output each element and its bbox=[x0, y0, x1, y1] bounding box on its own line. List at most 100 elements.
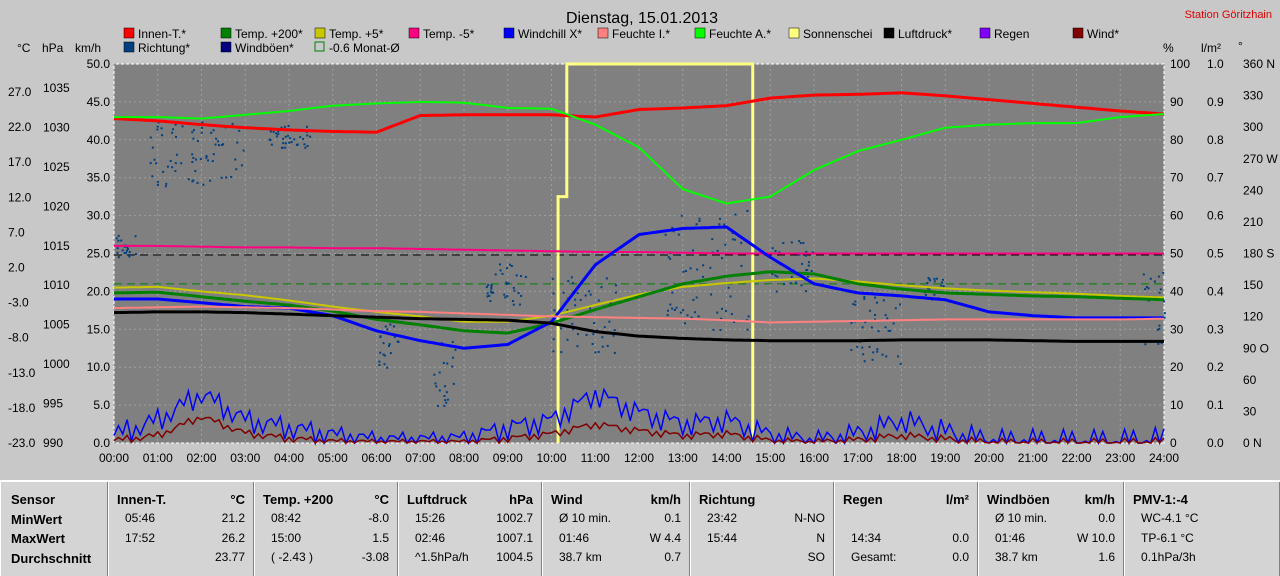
direction-point bbox=[1163, 312, 1166, 315]
column-header: PMV-1:-4 bbox=[1133, 492, 1271, 508]
direction-point bbox=[942, 285, 945, 288]
direction-point bbox=[678, 254, 681, 257]
cell-left: 01:46 bbox=[559, 530, 590, 545]
direction-point bbox=[134, 235, 137, 238]
direction-point bbox=[200, 131, 203, 134]
direction-point bbox=[434, 382, 437, 385]
direction-point bbox=[553, 309, 556, 312]
temp-unit-label: °C bbox=[17, 41, 31, 55]
table-row: 23.77 bbox=[117, 550, 245, 566]
direction-point bbox=[156, 180, 159, 183]
direction-point bbox=[566, 309, 569, 312]
direction-point bbox=[884, 314, 887, 317]
table-row: Ø 10 min. 0.1 bbox=[551, 511, 681, 527]
direction-point bbox=[693, 311, 696, 314]
table-row: 0.1hPa/3h bbox=[1133, 550, 1271, 566]
direction-point bbox=[689, 267, 692, 270]
direction-point bbox=[799, 242, 802, 245]
direction-point bbox=[494, 273, 497, 276]
direction-point bbox=[696, 268, 699, 271]
table-row: 01:46 W 10.0 bbox=[987, 531, 1115, 547]
direction-point bbox=[806, 275, 809, 278]
direction-point bbox=[552, 292, 555, 295]
direction-point bbox=[1157, 275, 1160, 278]
dir-tick-label: 180 S bbox=[1243, 247, 1274, 261]
time-tick-label: 09:00 bbox=[493, 451, 523, 465]
direction-point bbox=[379, 336, 382, 339]
direction-point bbox=[802, 241, 805, 244]
direction-point bbox=[928, 278, 931, 281]
direction-point bbox=[664, 233, 667, 236]
direction-point bbox=[134, 252, 137, 255]
direction-point bbox=[492, 291, 495, 294]
direction-point bbox=[566, 338, 569, 341]
direction-point bbox=[806, 269, 809, 272]
rain-tick-label: 0.1 bbox=[1207, 398, 1224, 412]
direction-point bbox=[452, 382, 455, 385]
direction-point bbox=[289, 137, 292, 140]
direction-point bbox=[393, 336, 396, 339]
series-line bbox=[113, 277, 1165, 323]
direction-point bbox=[296, 143, 299, 146]
direction-point bbox=[433, 373, 436, 376]
direction-point bbox=[680, 214, 683, 217]
dir-tick-label: 330 bbox=[1243, 89, 1263, 103]
direction-point bbox=[1163, 316, 1166, 319]
row-label: Durchschnitt bbox=[11, 550, 92, 566]
direction-point bbox=[731, 238, 734, 241]
time-tick-label: 19:00 bbox=[930, 451, 960, 465]
direction-point bbox=[124, 251, 127, 254]
legend-swatch bbox=[220, 27, 232, 39]
direction-point bbox=[684, 322, 687, 325]
direction-point bbox=[601, 345, 604, 348]
table-row: 17:52 26.2 bbox=[117, 531, 245, 547]
table-column: Richtung 23:42 N-NO 15:44 N SO bbox=[690, 482, 834, 576]
direction-point bbox=[117, 256, 120, 259]
direction-point bbox=[490, 287, 493, 290]
direction-point bbox=[520, 294, 523, 297]
time-tick-label: 23:00 bbox=[1105, 451, 1135, 465]
direction-point bbox=[128, 253, 131, 256]
direction-point bbox=[445, 391, 448, 394]
direction-point bbox=[199, 158, 202, 161]
legend-swatch bbox=[123, 27, 135, 39]
direction-point bbox=[669, 257, 672, 260]
legend-swatch bbox=[788, 27, 800, 39]
cell-right: 1004.5 bbox=[496, 550, 533, 564]
direction-point bbox=[384, 325, 387, 328]
direction-point bbox=[811, 251, 814, 254]
legend-label: Richtung* bbox=[138, 41, 190, 55]
direction-point bbox=[576, 292, 579, 295]
direction-point bbox=[443, 404, 446, 407]
temp-tick-label: 22.0 bbox=[8, 120, 32, 134]
rain-tick-label: 0.9 bbox=[1207, 95, 1224, 109]
direction-point bbox=[584, 294, 587, 297]
direction-point bbox=[508, 263, 511, 266]
rain-tick-label: 1.0 bbox=[1207, 57, 1224, 71]
dir-tick-label: 270 W bbox=[1243, 152, 1278, 166]
direction-point bbox=[304, 146, 307, 149]
row-label: MinWert bbox=[11, 511, 63, 527]
direction-point bbox=[383, 363, 386, 366]
direction-point bbox=[1153, 280, 1156, 283]
direction-point bbox=[774, 250, 777, 253]
direction-point bbox=[691, 249, 694, 252]
direction-point bbox=[698, 217, 701, 220]
direction-point bbox=[518, 303, 521, 306]
direction-point bbox=[740, 264, 743, 267]
direction-point bbox=[488, 294, 491, 297]
direction-point bbox=[698, 219, 701, 222]
direction-point bbox=[506, 267, 509, 270]
direction-point bbox=[1144, 343, 1147, 346]
direction-point bbox=[1158, 327, 1161, 330]
direction-point bbox=[386, 328, 389, 331]
direction-point bbox=[667, 309, 670, 312]
column-header: Richtung bbox=[699, 492, 825, 508]
table-row: 23:42 N-NO bbox=[699, 511, 825, 527]
press-tick-label: 1000 bbox=[43, 357, 70, 371]
direction-point bbox=[572, 328, 575, 331]
direction-point bbox=[489, 300, 492, 303]
column-title: Windböen bbox=[987, 492, 1050, 507]
direction-point bbox=[234, 158, 237, 161]
legend-label: Windböen* bbox=[235, 41, 294, 55]
